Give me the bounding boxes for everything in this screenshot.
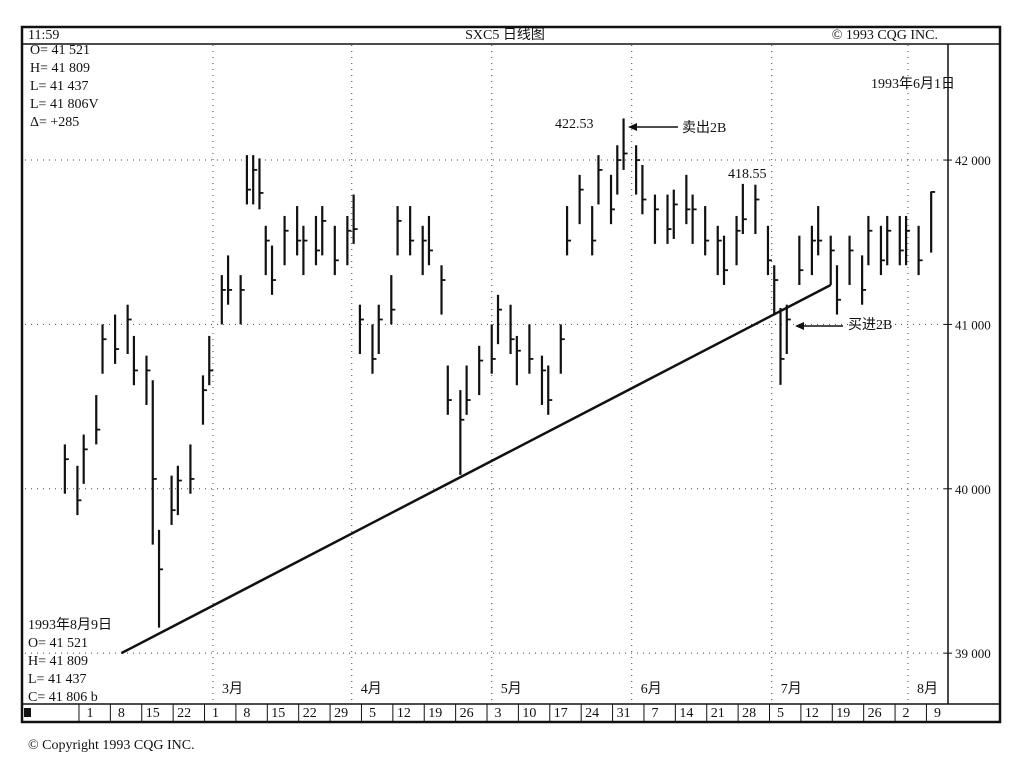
strip-marker: [24, 708, 31, 717]
month-label: 4月: [361, 681, 382, 697]
footer: © Copyright 1993 CQG INC.: [28, 738, 195, 753]
arrow-head: [795, 322, 804, 330]
x-tick-label: 12: [805, 706, 819, 721]
x-tick-label: 10: [522, 706, 536, 721]
info-line: C= 41 806 b: [28, 690, 98, 705]
header-date: 1993年6月1日: [871, 76, 955, 92]
x-tick-label: 22: [177, 706, 191, 721]
x-tick-label: 19: [428, 706, 442, 721]
y-tick-label: 40 000: [955, 482, 991, 497]
annotation: 卖出2B: [682, 120, 726, 136]
x-tick-label: 29: [334, 706, 348, 721]
x-tick-label: 15: [146, 706, 160, 721]
x-tick-label: 12: [397, 706, 411, 721]
y-tick-label: 42 000: [955, 153, 991, 168]
header-time: 11:59: [28, 28, 59, 43]
x-tick-label: 5: [369, 706, 376, 721]
x-tick-label: 21: [711, 706, 725, 721]
x-tick-label: 8: [118, 706, 125, 721]
x-tick-label: 19: [836, 706, 850, 721]
x-tick-label: 26: [460, 706, 474, 721]
annotation: 418.55: [728, 167, 767, 182]
frame: [20, 25, 1002, 724]
header-copyright: © 1993 CQG INC.: [832, 28, 938, 43]
month-label: 6月: [641, 681, 662, 697]
info-line: H= 41 809: [30, 61, 90, 76]
annotation: 422.53: [555, 117, 594, 132]
x-tick-label: 22: [303, 706, 317, 721]
x-tick-label: 9: [934, 706, 941, 721]
x-tick-label: 24: [585, 706, 599, 721]
info-line: L= 41 437: [28, 672, 86, 687]
x-tick-label: 2: [903, 706, 910, 721]
arrow-head: [628, 123, 637, 131]
x-tick-label: 8: [243, 706, 250, 721]
annotation: 买进2B: [848, 317, 892, 333]
x-tick-label: 26: [868, 706, 882, 721]
x-tick-label: 28: [742, 706, 756, 721]
x-tick-label: 15: [271, 706, 285, 721]
info-line: H= 41 809: [28, 654, 88, 669]
info-line: L= 41 806V: [30, 97, 99, 112]
x-tick-label: 7: [651, 706, 658, 721]
month-label: 3月: [222, 681, 243, 697]
x-tick-label: 31: [617, 706, 631, 721]
x-tick-label: 3: [495, 706, 502, 721]
month-label: 7月: [781, 681, 802, 697]
month-label: 8月: [917, 681, 938, 697]
month-label: 5月: [501, 681, 522, 697]
y-tick-label: 41 000: [955, 317, 991, 332]
trendline: [120, 283, 832, 655]
x-tick-label: 17: [554, 706, 568, 721]
info-line: O= 41 521: [28, 636, 88, 651]
x-tick-label: 14: [679, 706, 693, 721]
x-tick-label: 1: [212, 706, 219, 721]
x-tick-label: 1: [86, 706, 93, 721]
info-line: Δ= +285: [30, 115, 79, 130]
x-tick-label: 5: [777, 706, 784, 721]
info-line: 1993年8月9日: [28, 617, 112, 633]
chart-title: SXC5 日线图: [465, 27, 545, 43]
y-tick-label: 39 000: [955, 646, 991, 661]
info-line: L= 41 437: [30, 79, 88, 94]
info-line: O= 41 521: [30, 43, 90, 58]
